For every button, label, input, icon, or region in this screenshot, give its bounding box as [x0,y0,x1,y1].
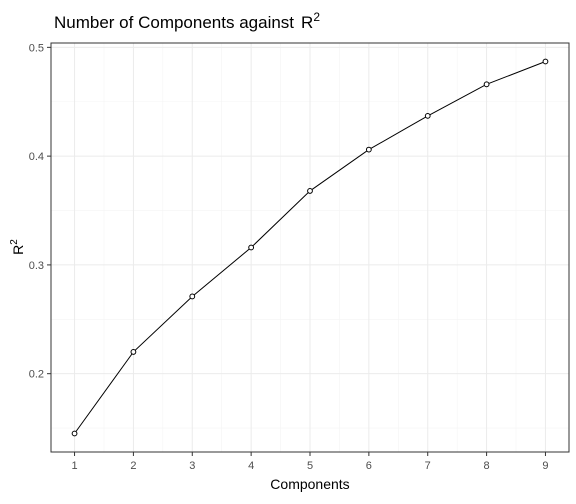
x-tick-label: 9 [542,460,548,472]
data-point [189,293,196,300]
y-tick-label: 0.4 [29,151,44,163]
grid-lines [51,43,569,452]
x-tick-label: 4 [248,460,254,472]
x-tick-label: 6 [366,460,372,472]
chart-title-text: Number of Components against [54,13,294,32]
x-axis: 1 2 3 4 5 6 7 8 9 [71,452,549,472]
x-tick-label: 3 [189,460,195,472]
y-axis: 0.2 0.3 0.4 0.5 [29,42,51,381]
x-tick-label: 7 [425,460,431,472]
y-tick-label: 0.2 [29,369,44,381]
data-point [365,146,372,153]
data-point [542,58,549,65]
chart-title-superscript: 2 [313,10,320,24]
x-tick-label: 8 [484,460,490,472]
y-axis-title-text: R [10,245,26,255]
data-point [424,112,431,119]
data-point [483,81,490,88]
x-tick-label: 5 [307,460,313,472]
data-point [307,188,313,194]
x-tick-label: 1 [71,460,77,472]
chart-title-symbol: R [301,13,313,32]
data-point [71,430,78,437]
y-tick-label: 0.3 [29,260,44,272]
series-layer [71,58,549,437]
x-tick-label: 2 [130,460,136,472]
x-axis-title: Components [270,476,349,492]
y-axis-title: R2 [9,239,26,255]
y-axis-title-superscript: 2 [9,239,20,245]
data-point [248,244,255,251]
data-point [130,349,137,355]
y-tick-label: 0.5 [29,42,44,54]
chart-title: Number of Components against R2 [54,10,320,32]
